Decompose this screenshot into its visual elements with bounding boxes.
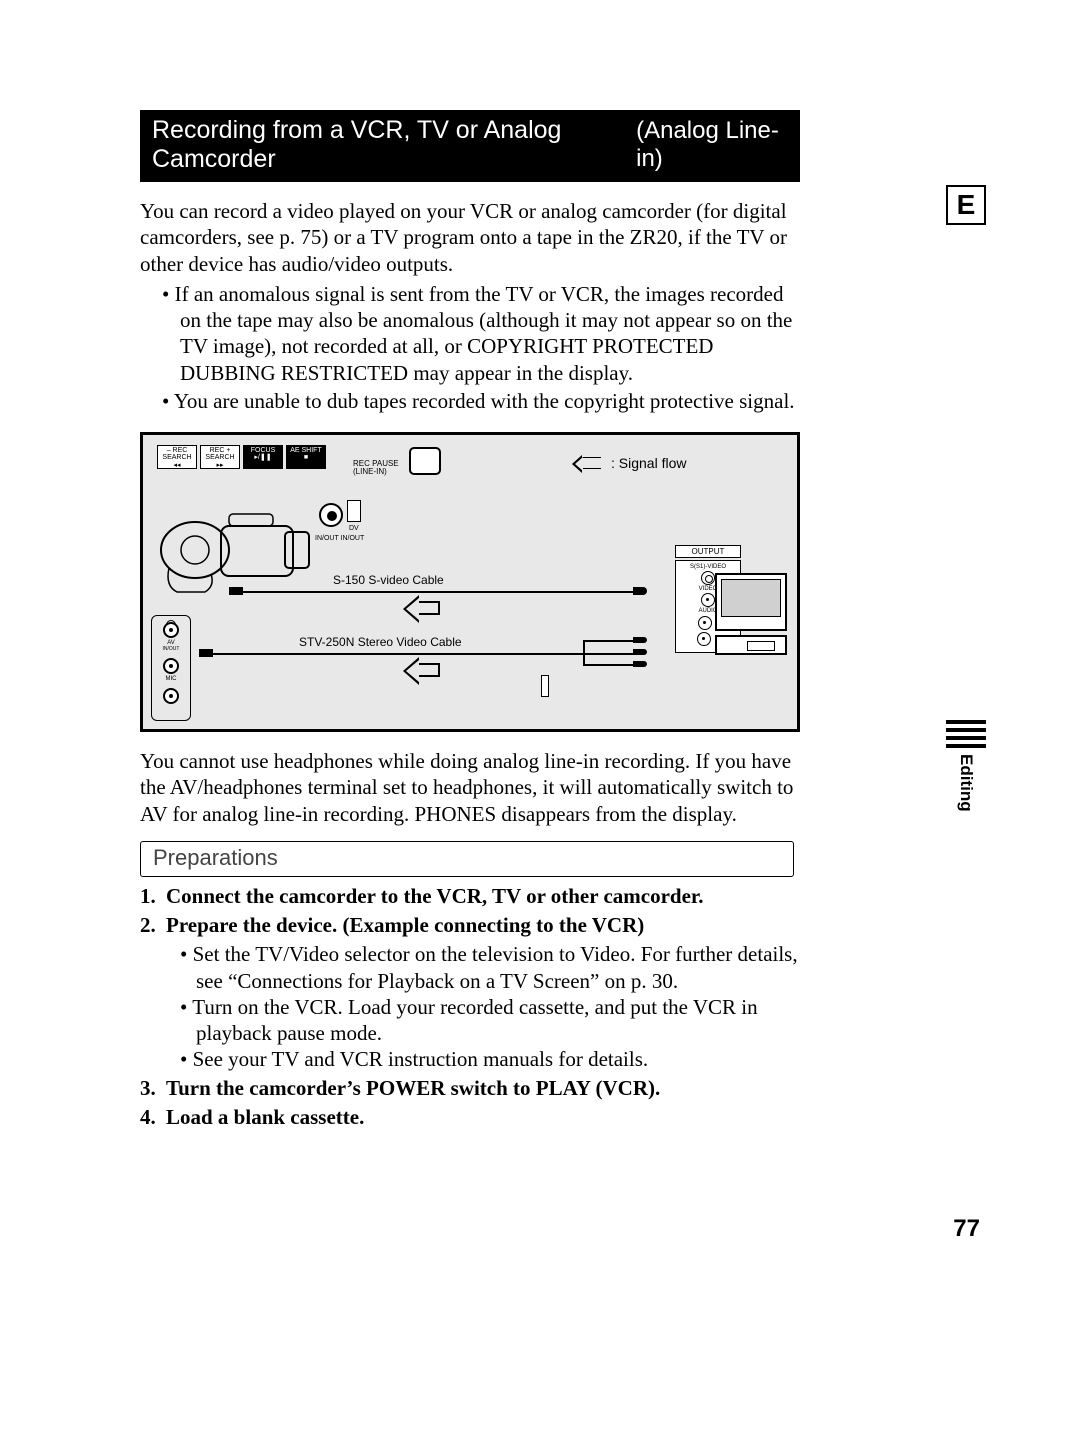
lcd-icon — [409, 447, 441, 475]
substep: Turn on the VCR. Load your recorded cass… — [166, 994, 804, 1047]
step-2-substeps: Set the TV/Video selector on the televis… — [166, 941, 804, 1072]
substep: Set the TV/Video selector on the televis… — [166, 941, 804, 994]
stereo-cable-label: STV-250N Stereo Video Cable — [299, 635, 462, 649]
av-branch-2 — [583, 664, 633, 666]
dv-label: DV — [349, 525, 359, 532]
language-badge: E — [946, 185, 986, 225]
svideo-jack-icon — [701, 571, 715, 585]
page-title: Recording from a VCR, TV or Analog Camco… — [152, 116, 636, 174]
step-1: Connect the camcorder to the VCR, TV or … — [140, 883, 804, 910]
headphone-note: You cannot use headphones while doing an… — [140, 748, 800, 827]
substep: See your TV and VCR instruction manuals … — [166, 1046, 804, 1072]
headphone-jack-icon — [163, 622, 179, 638]
svideo-plug-left — [229, 587, 243, 595]
section-tab-label: Editing — [956, 754, 976, 812]
svideo-out-label: S(S1)-VIDEO — [676, 564, 740, 570]
rec-pause-label: REC PAUSE(LINE-IN) — [353, 460, 399, 476]
av-cable-line — [213, 653, 633, 655]
intro-paragraph: You can record a video played on your VC… — [140, 198, 800, 277]
step-2-text: Prepare the device. (Example connecting … — [166, 913, 644, 937]
signal-flow-text: : Signal flow — [611, 455, 686, 471]
page-title-bar: Recording from a VCR, TV or Analog Camco… — [140, 110, 800, 182]
output-label: OUTPUT — [675, 545, 741, 558]
camcorder-button-row: – RECSEARCH◂◂ REC +SEARCH▸▸ FOCUS▸/❚❚ AE… — [157, 445, 326, 469]
arrow-left-icon — [581, 457, 601, 469]
svideo-cable-line — [243, 591, 633, 593]
dv-port-icon — [319, 503, 343, 527]
av-jack-icon — [163, 658, 179, 674]
manual-page: Recording from a VCR, TV or Analog Camco… — [140, 110, 940, 1131]
flow-arrow-2 — [403, 663, 441, 679]
av-plug-left — [199, 649, 213, 657]
section-tab: Editing — [946, 720, 986, 812]
av-branch-v — [583, 640, 585, 666]
step-4: Load a blank cassette. — [140, 1104, 804, 1131]
inout-label: IN/OUT IN/OUT — [315, 535, 364, 542]
audio-r-jack-icon — [697, 632, 711, 646]
step-1-text: Connect the camcorder to the VCR, TV or … — [166, 884, 704, 908]
av-branch-1 — [583, 640, 633, 642]
rec-search-back-button: – RECSEARCH◂◂ — [157, 445, 197, 469]
av-inout-label: IN/OUT — [152, 646, 190, 652]
step-2: Prepare the device. (Example connecting … — [140, 912, 804, 1073]
svideo-cable-label: S-150 S-video Cable — [333, 573, 444, 587]
connection-diagram: – RECSEARCH◂◂ REC +SEARCH▸▸ FOCUS▸/❚❚ AE… — [140, 432, 800, 732]
signal-flow-legend: : Signal flow — [581, 455, 686, 471]
step-3-text: Turn the camcorder’s POWER switch to PLA… — [166, 1076, 660, 1100]
intro-bullet: If an anomalous signal is sent from the … — [140, 281, 800, 386]
preparation-steps: Connect the camcorder to the VCR, TV or … — [140, 883, 804, 1131]
intro-bullet-list: If an anomalous signal is sent from the … — [140, 281, 800, 414]
audio-l-jack-icon — [698, 616, 712, 630]
mic-jack-icon — [163, 688, 179, 704]
intro-bullet: You are unable to dub tapes recorded wit… — [140, 388, 800, 414]
video-jack-icon — [701, 593, 715, 607]
dv-terminal-icon — [347, 500, 361, 522]
page-subtitle: (Analog Line-in) — [636, 117, 788, 173]
ferrite-core-icon — [541, 675, 549, 697]
ae-shift-button: AE SHIFT■ — [286, 445, 326, 469]
step-4-text: Load a blank cassette. — [166, 1105, 364, 1129]
step-3: Turn the camcorder’s POWER switch to PLA… — [140, 1075, 804, 1102]
tv-icon — [715, 573, 787, 631]
av-plug-r — [633, 661, 647, 667]
side-port-panel: AV IN/OUT MIC — [151, 615, 191, 721]
tab-bars-icon — [946, 720, 986, 748]
mic-label: MIC — [152, 676, 190, 682]
focus-button: FOCUS▸/❚❚ — [243, 445, 283, 469]
page-number: 77 — [953, 1215, 980, 1243]
rec-search-fwd-button: REC +SEARCH▸▸ — [200, 445, 240, 469]
preparations-heading: Preparations — [140, 841, 794, 877]
vcr-icon — [715, 635, 787, 655]
vcr-tv-unit: OUTPUT S(S1)-VIDEO VIDEO AUDIO L R — [633, 545, 783, 653]
flow-arrow-1 — [403, 601, 441, 617]
